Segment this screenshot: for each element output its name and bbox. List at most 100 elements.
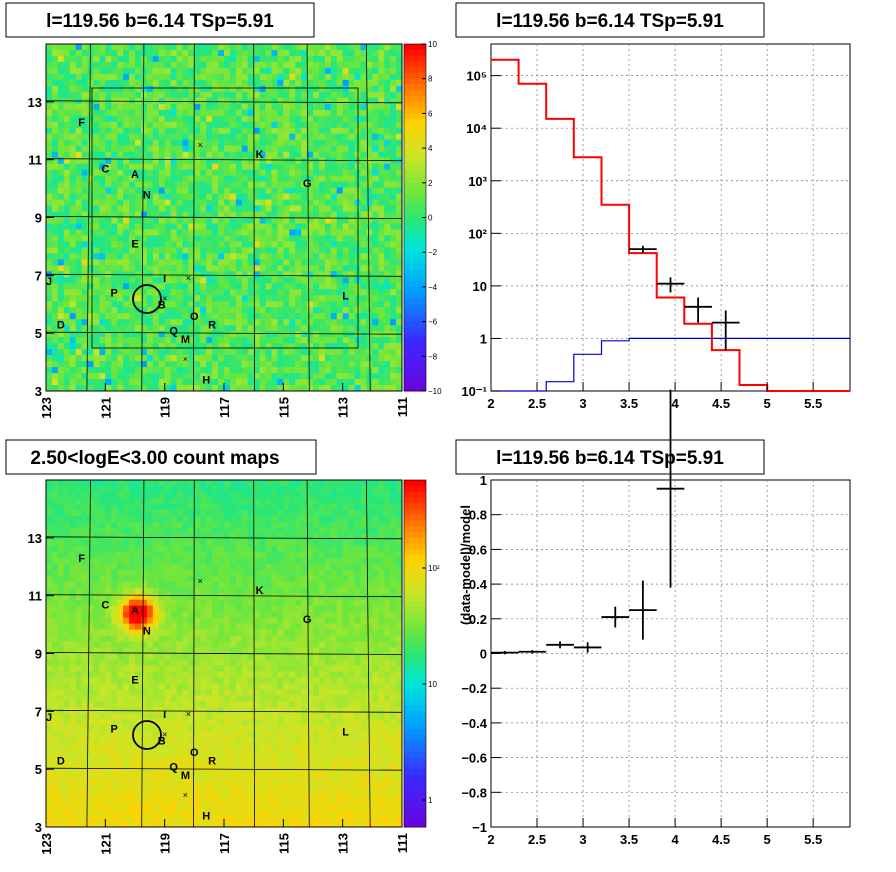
map-pixel [182,163,189,171]
map-pixel [194,163,201,171]
map-pixel [140,175,148,182]
map-pixel [241,337,249,344]
map-pixel [188,313,195,320]
map-pixel [342,211,349,218]
map-pixel [135,50,142,57]
map-pixel [146,731,154,738]
map-pixel [93,803,100,810]
map-pixel [235,331,243,338]
map-pixel [318,91,326,99]
map-pixel [69,581,76,589]
map-pixel [212,277,219,284]
map-pixel [146,145,154,153]
map-pixel [259,85,266,93]
map-pixel [63,139,71,147]
map-pixel [241,91,249,99]
map-pixel [366,289,373,296]
map-pixel [390,61,397,69]
x-tick-label: 123 [39,397,54,419]
map-pixel [224,259,231,266]
map-pixel [75,785,82,792]
map-pixel [158,713,165,720]
map-pixel [170,539,177,547]
map-pixel [235,67,243,75]
map-pixel [224,181,231,188]
map-pixel [164,307,171,314]
map-pixel [176,50,183,57]
map-pixel [51,641,59,648]
map-pixel [384,283,391,290]
map-pixel [259,181,266,188]
map-pixel [164,815,171,822]
map-pixel [378,217,385,224]
map-pixel [235,367,243,374]
map-pixel [182,259,189,266]
map-pixel [206,187,213,194]
map-pixel [164,515,171,523]
map-pixel [123,73,130,81]
map-pixel [176,301,183,308]
map-pixel [313,139,320,147]
map-pixel [313,301,320,308]
residual-map-x-ticks: 123 121 119 117 115 113 111 [39,383,410,419]
map-pixel [51,259,59,266]
map-pixel [265,193,272,200]
map-pixel [57,331,65,338]
map-pixel [289,307,296,314]
map-pixel [99,689,106,696]
map-pixel [313,379,320,386]
map-pixel [176,259,183,266]
map-pixel [81,235,88,242]
map-pixel [283,139,290,147]
map-pixel [135,343,142,350]
map-pixel [354,56,361,63]
map-pixel [140,731,148,738]
map-pixel [253,73,260,81]
map-pixel [51,743,59,750]
map-pixel [218,265,225,272]
map-pixel [224,121,231,129]
map-pixel [46,181,53,188]
map-pixel [152,653,160,660]
map-pixel [318,343,326,350]
map-pixel [146,605,154,612]
map-pixel [93,259,100,266]
map-pixel [57,367,65,374]
map-pixel [235,79,243,87]
map-pixel [164,779,171,786]
map-pixel [87,503,94,511]
map-pixel [218,121,225,129]
map-pixel [164,44,171,51]
map-pixel [105,169,112,176]
map-pixel [229,73,237,81]
map-pixel [324,367,332,374]
map-pixel [123,821,130,828]
map-pixel [218,187,225,194]
map-pixel [247,235,254,242]
map-pixel [253,307,260,314]
map-pixel [93,671,100,678]
map-pixel [378,229,385,236]
map-pixel [241,379,249,386]
map-pixel [182,217,189,224]
map-pixel [63,587,71,595]
map-pixel [117,205,124,212]
map-pixel [384,211,391,218]
map-pixel [366,85,373,93]
map-pixel [336,85,343,93]
map-pixel [289,301,296,308]
map-pixel [259,367,266,374]
map-pixel [384,241,391,248]
map-pixel [69,181,76,188]
map-pixel [224,247,231,254]
map-pixel [57,539,65,547]
map-pixel [301,85,308,93]
map-pixel [176,193,183,200]
map-pixel [247,331,254,338]
map-pixel [93,145,100,153]
map-pixel [330,79,338,87]
map-pixel [390,313,397,320]
map-pixel [152,349,160,356]
map-pixel [111,73,118,81]
